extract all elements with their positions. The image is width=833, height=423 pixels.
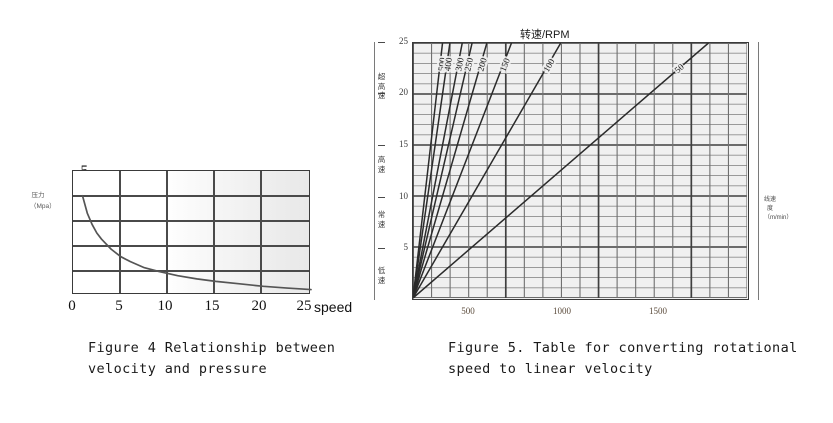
- figure-5-caption: Figure 5. Table for converting rotationa…: [448, 340, 798, 377]
- figure-5-y-tick-15: 15: [399, 139, 408, 149]
- figure-4-caption: Figure 4 Relationship between velocity a…: [88, 340, 336, 377]
- figure-5-zone-normal-speed: 常速: [377, 210, 386, 229]
- figure-4-x-tick-0: 0: [68, 298, 76, 314]
- figure-5-line-300: [413, 43, 463, 299]
- figure-4-x-tick-25: 25: [296, 298, 312, 314]
- figure-4-x-tick-15: 15: [204, 298, 220, 314]
- figure-5-line-150: [413, 43, 513, 299]
- figure-4-curve: [81, 194, 312, 291]
- figure-5-y-tickmark: [378, 145, 385, 147]
- figure-4-gridline-v: [213, 171, 215, 293]
- figure-4-plot-area: [72, 170, 312, 294]
- figure-5-line-250: [413, 43, 473, 299]
- figure-5-y-tickmark: [378, 42, 385, 44]
- figure-5-zone-low-speed: 低速: [377, 266, 386, 285]
- figure-5-conversion-lines: [413, 43, 709, 299]
- figure-5-right-axis-rule: [758, 42, 760, 300]
- figure-4-x-tick-20: 20: [251, 298, 267, 314]
- figure-4-gridline-v: [119, 171, 121, 293]
- figure-5-y-tick-5: 5: [403, 242, 409, 252]
- figure-5-left-axis-rule: [374, 42, 376, 300]
- figure-4-gridline-h: [73, 270, 309, 272]
- figure-5-right-axis-label: 线速度（m/min）: [764, 197, 793, 221]
- figure-5-line-200: [413, 43, 488, 299]
- figure-5-y-tickmark: [378, 93, 385, 95]
- figure-5: 转速/RPM 25 20 15 10 5 超高速 高速 常速 低速 500 400…: [370, 0, 833, 423]
- figure-5-y-tick-10: 10: [399, 191, 408, 201]
- figure-5-line-label-50: 50: [671, 60, 687, 76]
- figure-5-x-tick-500: 500: [461, 306, 475, 316]
- figure-5-x-tick-1000: 1000: [553, 306, 571, 316]
- figure-4-gridline-h: [73, 220, 309, 222]
- figure-5-line-500: [413, 43, 444, 299]
- figure-5-line-400: [413, 43, 451, 299]
- figure-4-x-tick-5: 5: [115, 298, 123, 314]
- figure-5-zone-high-speed: 高速: [377, 155, 386, 174]
- figure-5-line-label-250: 250: [462, 55, 476, 73]
- figure-5-line-50: [413, 43, 709, 299]
- figure-5-y-tickmark: [378, 248, 385, 250]
- figure-4-gridline-v: [260, 171, 262, 293]
- figure-5-line-label-200: 200: [475, 55, 490, 73]
- figure-4-gridline-h: [73, 245, 309, 247]
- figure-4-x-axis-label: speed: [314, 299, 353, 315]
- figure-4-gridline-v: [166, 171, 168, 293]
- figure-4: 压力（Mpa） 5 4 3 2 1 0 5 10 15 20 25 speed: [0, 0, 400, 423]
- figure-4-gridline-h: [73, 195, 309, 197]
- figure-4-y-axis-label: 压力（Mpa）: [30, 192, 56, 210]
- figure-5-y-tick-20: 20: [399, 87, 408, 97]
- figure-5-line-100: [413, 43, 562, 299]
- figure-5-line-label-150: 150: [496, 55, 512, 74]
- figure-5-title: 转速/RPM: [520, 29, 570, 41]
- figure-5-zone-ultra-high-speed: 超高速: [377, 72, 386, 100]
- figure-5-line-labels: 500 400 300 250 200 150 100 50: [412, 42, 749, 300]
- figure-5-y-tickmark: [378, 197, 385, 199]
- figure-5-plot-area: [412, 42, 749, 300]
- figure-4-x-tick-10: 10: [157, 298, 173, 314]
- figure-5-y-tick-25: 25: [399, 36, 408, 46]
- figure-5-x-tick-1500: 1500: [649, 306, 667, 316]
- figure-5-line-label-100: 100: [540, 55, 558, 75]
